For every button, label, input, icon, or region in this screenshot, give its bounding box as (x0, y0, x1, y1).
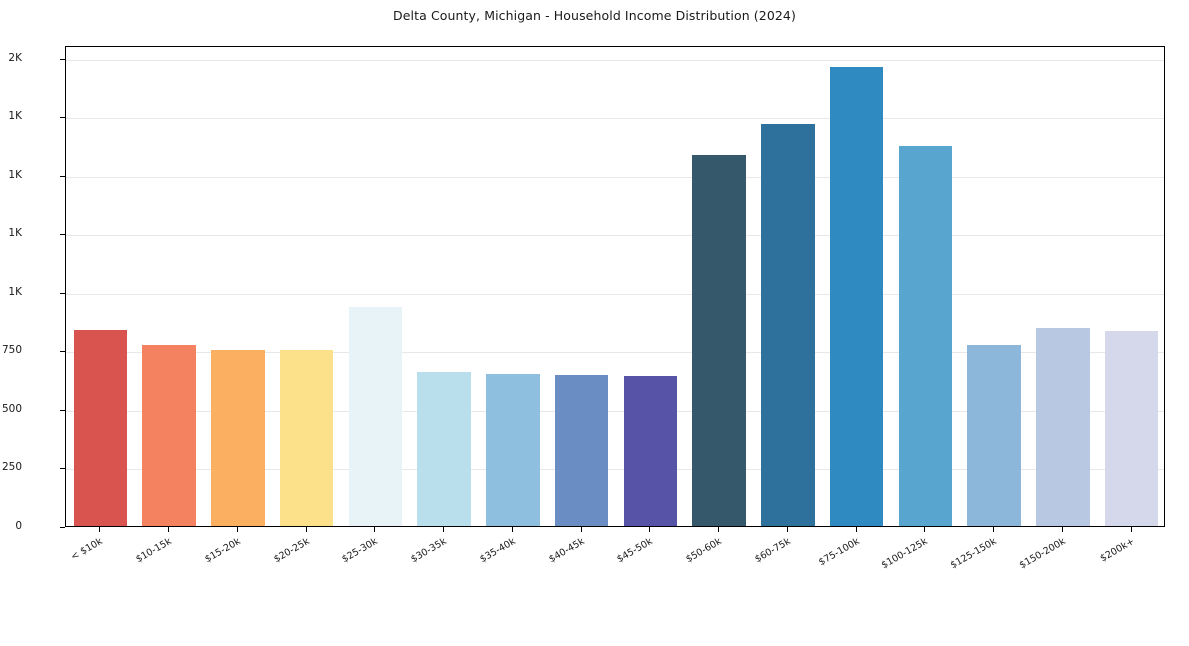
gridline (66, 59, 1164, 61)
chart-title: Delta County, Michigan - Household Incom… (393, 8, 796, 23)
y-tick-mark (60, 351, 65, 353)
y-tick-label: 2K (8, 51, 22, 64)
gridline (66, 293, 1164, 295)
bar (692, 154, 746, 526)
y-tick-mark (60, 117, 65, 119)
x-tick-mark (786, 527, 788, 532)
y-tick-mark (60, 292, 65, 294)
y-tick-label: 1K (8, 110, 22, 123)
gridline (66, 469, 1164, 471)
y-tick-mark (60, 234, 65, 236)
bar (898, 145, 953, 526)
bar (279, 349, 334, 526)
bar (761, 123, 815, 526)
x-tick-mark (993, 527, 995, 532)
plot-area (65, 46, 1165, 527)
bar (486, 373, 540, 526)
y-tick-label: 500 (1, 402, 22, 415)
x-tick-mark (924, 527, 926, 532)
x-tick-mark (305, 527, 307, 532)
y-tick-mark (60, 409, 65, 411)
x-tick-mark (580, 527, 582, 532)
x-tick-mark (511, 527, 513, 532)
y-tick-label: 1K (8, 285, 22, 298)
bar (73, 329, 128, 526)
y-tick-mark (60, 175, 65, 177)
x-tick-mark (374, 527, 376, 532)
y-tick-label: 0 (15, 520, 22, 532)
bar (829, 66, 884, 526)
bar (1104, 331, 1159, 526)
y-tick-label: 750 (1, 344, 22, 357)
y-tick-label: 1K (8, 168, 22, 181)
bar (142, 345, 196, 526)
chart-figure: Delta County, Michigan - Household Incom… (1, 8, 1165, 572)
x-tick-mark (236, 527, 238, 532)
x-tick-mark (99, 527, 101, 532)
gridline (66, 410, 1164, 412)
bar (1036, 327, 1090, 526)
bar (623, 375, 678, 526)
x-tick-mark (168, 527, 170, 532)
bar (417, 372, 471, 526)
x-tick-mark (855, 527, 857, 532)
x-tick-mark (1130, 527, 1132, 532)
x-tick-mark (1061, 527, 1063, 532)
bar (211, 349, 265, 526)
x-tick-mark (649, 527, 651, 532)
y-tick-label: 1K (8, 227, 22, 240)
y-tick-mark (60, 527, 65, 528)
y-tick-mark (60, 468, 65, 470)
y-tick-mark (60, 58, 65, 60)
bar (967, 345, 1021, 526)
y-tick-label: 250 (1, 461, 22, 474)
gridline (66, 176, 1164, 178)
gridline (66, 352, 1164, 354)
bar (348, 306, 403, 526)
gridline (66, 118, 1164, 120)
bar (554, 375, 609, 526)
x-tick-mark (443, 527, 445, 532)
gridline (66, 235, 1164, 237)
x-tick-mark (718, 527, 720, 532)
